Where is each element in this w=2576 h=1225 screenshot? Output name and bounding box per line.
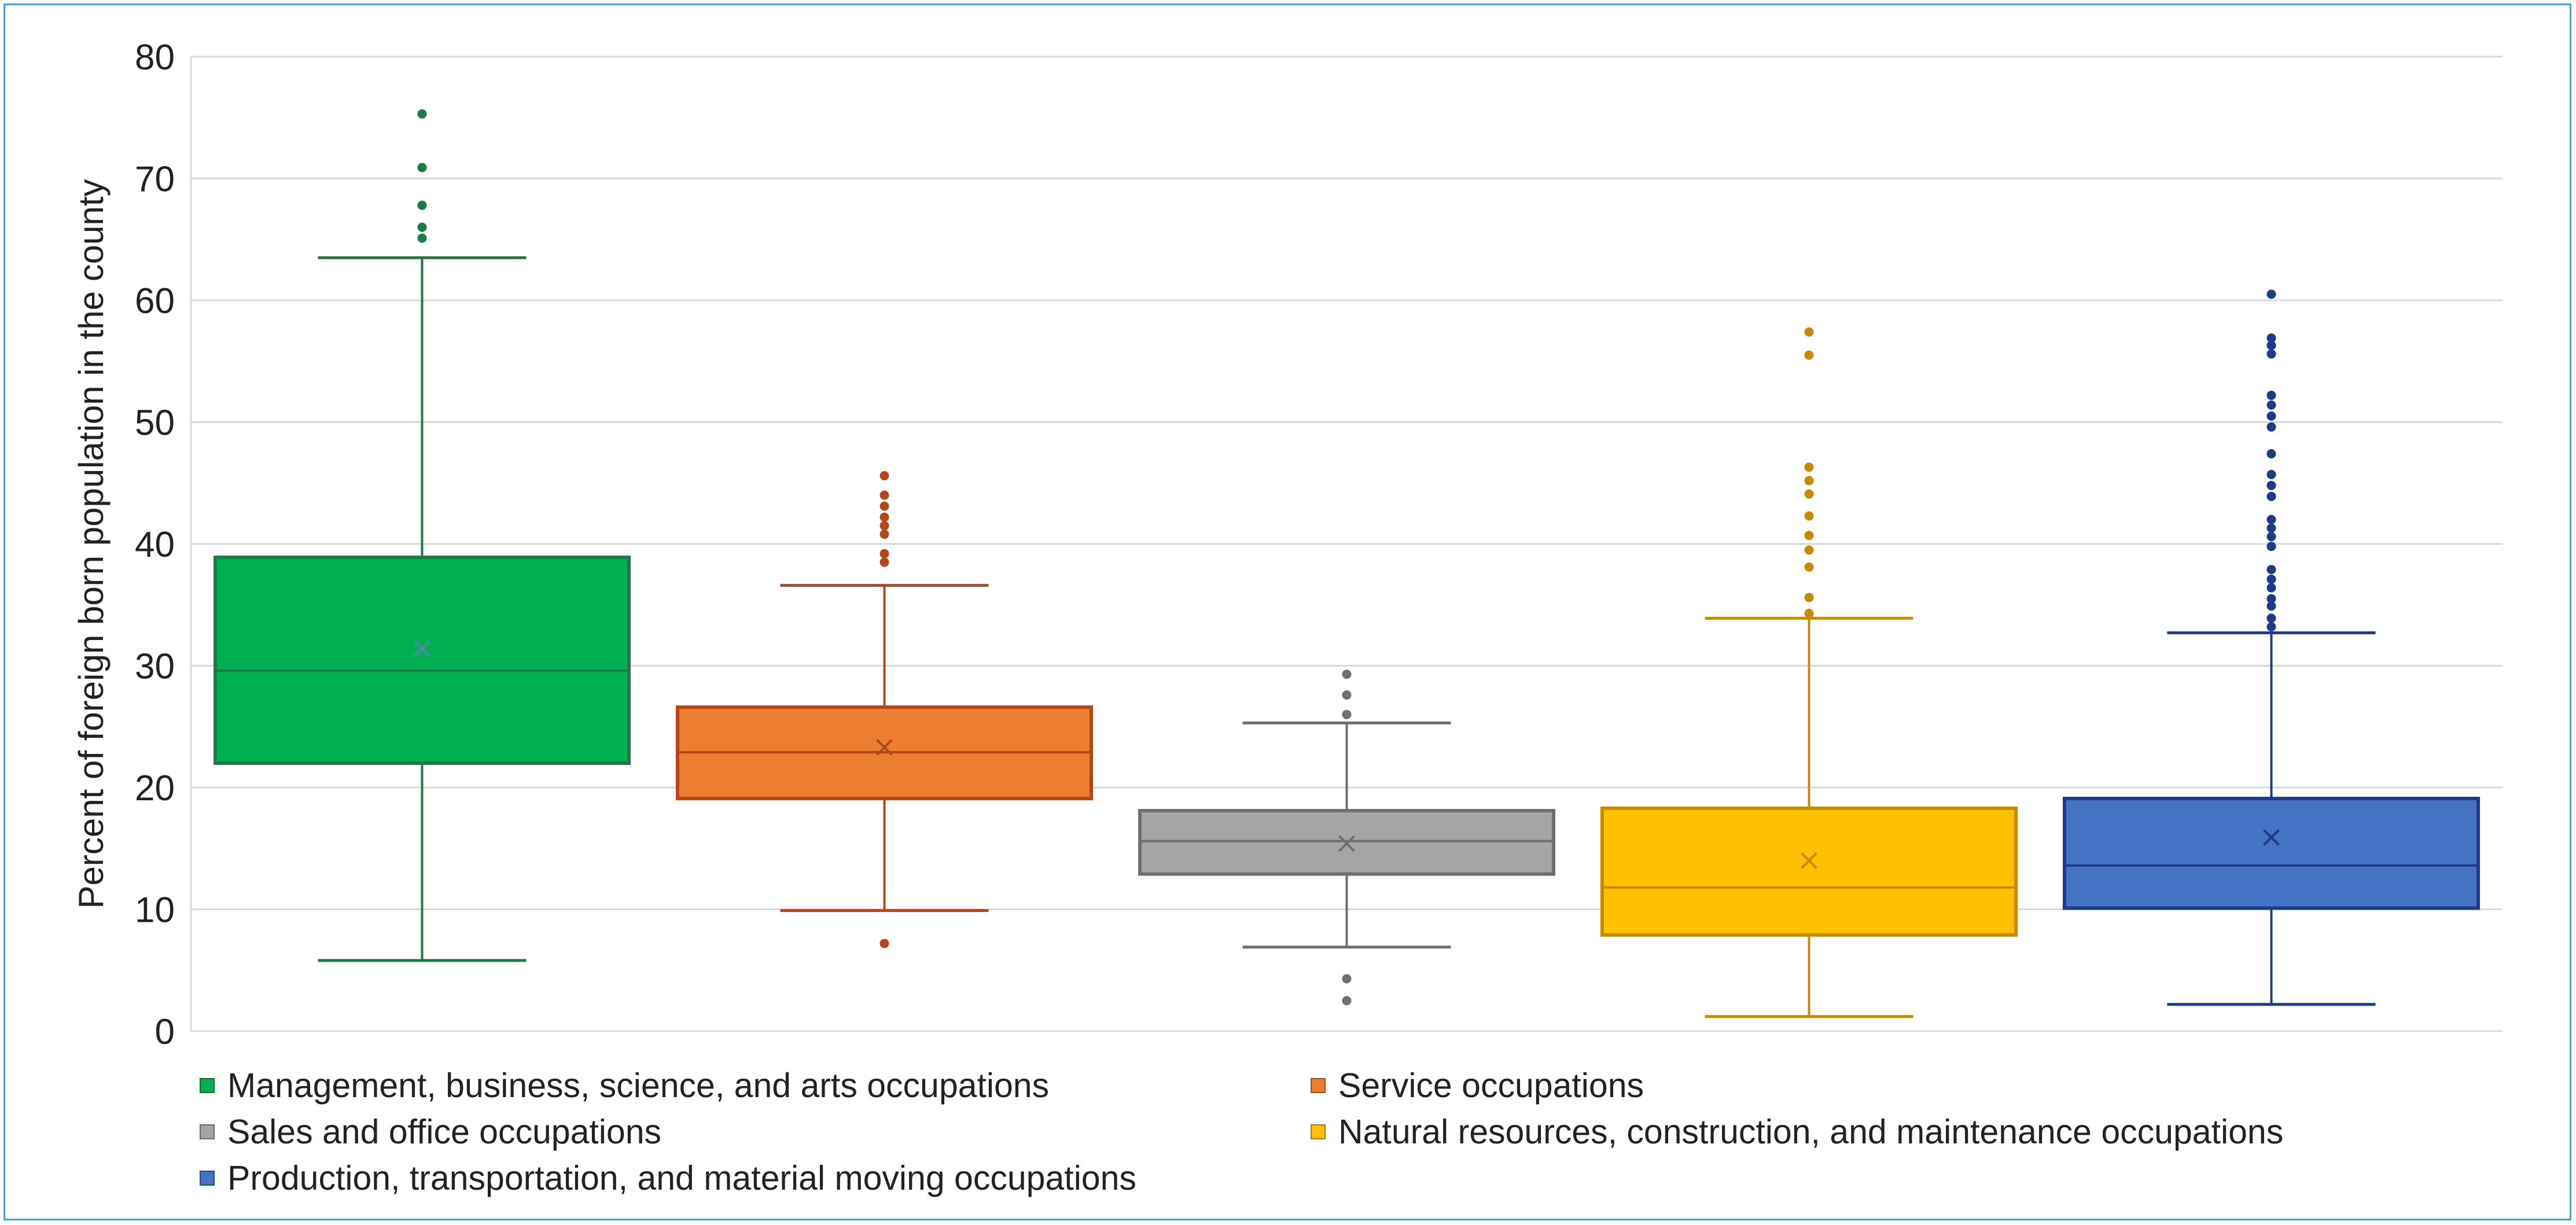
outlier-point	[1804, 545, 1814, 555]
legend-label: Sales and office occupations	[227, 1113, 662, 1151]
outlier-point	[2266, 349, 2276, 359]
legend-item: Natural resources, construction, and mai…	[1311, 1111, 2485, 1153]
y-tick-label: 80	[135, 38, 175, 78]
y-tick-label: 40	[135, 525, 175, 565]
outlier-point	[2266, 601, 2276, 611]
box-series	[1600, 327, 2018, 1018]
outlier-point	[1804, 593, 1814, 602]
box	[214, 556, 631, 765]
outlier-point	[2266, 613, 2276, 623]
outlier-point	[879, 557, 889, 567]
box-series	[676, 471, 1093, 948]
outlier-point	[2266, 333, 2276, 343]
outlier-point	[879, 521, 889, 531]
legend-label: Service occupations	[1338, 1066, 1644, 1105]
outlier-point	[879, 529, 889, 539]
mean-marker	[2263, 829, 2280, 846]
outlier-point	[2266, 542, 2276, 551]
outlier-point	[2266, 523, 2276, 533]
outlier-point	[2266, 289, 2276, 299]
y-tick-label: 70	[135, 160, 175, 200]
outlier-point	[2266, 422, 2276, 432]
outlier-point	[879, 512, 889, 522]
mean-marker	[1801, 852, 1817, 869]
outlier-point	[2266, 514, 2276, 524]
outlier-point	[2266, 470, 2276, 480]
outlier-point	[417, 109, 427, 119]
legend-swatch	[1311, 1078, 1326, 1093]
legend-item: Production, transportation, and material…	[200, 1157, 1311, 1199]
outlier-point	[1342, 709, 1352, 719]
outlier-point	[417, 163, 427, 172]
outlier-point	[2266, 449, 2276, 459]
legend-swatch	[200, 1124, 215, 1139]
outlier-point	[1342, 690, 1352, 700]
outlier-point	[879, 549, 889, 558]
outlier-point	[2266, 491, 2276, 501]
outlier-point	[879, 501, 889, 511]
outlier-point	[1804, 350, 1814, 360]
outlier-point	[879, 939, 889, 948]
y-tick-label: 50	[135, 403, 175, 443]
outlier-point	[1804, 489, 1814, 499]
outlier-point	[1342, 669, 1352, 679]
chart-frame	[3, 3, 2571, 1220]
legend-swatch	[200, 1171, 215, 1186]
outlier-point	[1804, 562, 1814, 572]
legend: Management, business, science, and arts …	[200, 1065, 2485, 1199]
mean-marker	[1338, 835, 1355, 852]
y-tick-label: 60	[135, 281, 175, 321]
legend-swatch	[200, 1078, 215, 1093]
outlier-point	[1804, 511, 1814, 521]
outlier-point	[2266, 480, 2276, 490]
box-series	[2063, 289, 2480, 1006]
outlier-point	[2266, 340, 2276, 350]
mean-marker	[876, 739, 893, 756]
legend-label: Natural resources, construction, and mai…	[1338, 1113, 2284, 1151]
outlier-point	[2266, 583, 2276, 593]
outlier-point	[879, 490, 889, 500]
y-tick-label: 30	[135, 647, 175, 687]
outlier-point	[417, 222, 427, 232]
y-tick-label: 0	[155, 1012, 175, 1052]
box-series	[1138, 669, 1555, 1006]
outlier-point	[1804, 462, 1814, 472]
outlier-point	[879, 471, 889, 481]
outlier-point	[2266, 622, 2276, 632]
outlier-point	[2266, 594, 2276, 604]
outlier-point	[1804, 476, 1814, 485]
outlier-point	[1804, 608, 1814, 618]
legend-swatch	[1311, 1124, 1326, 1139]
box	[2063, 796, 2480, 910]
outlier-point	[2266, 532, 2276, 542]
outlier-point	[2266, 411, 2276, 421]
outlier-point	[2266, 565, 2276, 575]
outlier-point	[1804, 327, 1814, 337]
box	[1600, 806, 2018, 937]
mean-marker	[414, 640, 430, 657]
legend-item: Management, business, science, and arts …	[200, 1065, 1311, 1106]
outlier-point	[1804, 531, 1814, 540]
outlier-point	[1342, 974, 1352, 984]
outlier-point	[417, 233, 427, 243]
y-axis-label: Percent of foreign born population in th…	[72, 179, 111, 909]
box-series	[214, 109, 631, 962]
outlier-point	[2266, 391, 2276, 400]
outlier-point	[1342, 996, 1352, 1006]
legend-item: Service occupations	[1311, 1065, 2485, 1106]
y-tick-label: 20	[135, 768, 175, 808]
legend-label: Production, transportation, and material…	[227, 1159, 1136, 1197]
outlier-point	[417, 200, 427, 210]
legend-label: Management, business, science, and arts …	[227, 1066, 1050, 1105]
outlier-point	[2266, 400, 2276, 410]
y-tick-label: 10	[135, 891, 175, 930]
legend-item: Sales and office occupations	[200, 1111, 1311, 1153]
outlier-point	[2266, 575, 2276, 584]
